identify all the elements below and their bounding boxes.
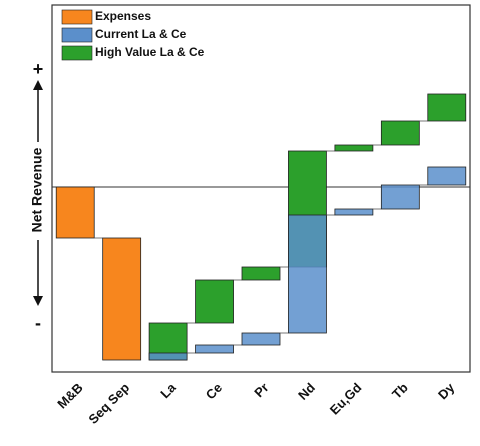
x-tick-label: Tb [389, 380, 411, 402]
x-tick-label: Ce [203, 380, 225, 402]
bar [55, 186, 95, 239]
bar [427, 93, 467, 122]
bar [148, 352, 188, 361]
bar [334, 144, 374, 152]
bar [102, 237, 142, 361]
bar [241, 332, 281, 346]
x-tick-label: Pr [251, 380, 271, 400]
arrow-head [33, 80, 43, 90]
bar [241, 266, 281, 281]
bar [288, 214, 327, 334]
legend-label: Expenses [95, 9, 151, 23]
y-axis-decoration [33, 80, 43, 306]
x-tick-label: La [157, 379, 179, 401]
legend-label: High Value La & Ce [95, 45, 205, 59]
legend-label: Current La & Ce [95, 27, 187, 41]
x-tick-label: M&B [54, 380, 86, 412]
bar [195, 279, 234, 324]
x-tick-label: Dy [435, 379, 458, 402]
y-axis-label: Net Revenue [29, 147, 45, 232]
arrow-head [33, 296, 43, 306]
x-tick-label: Eu,Gd [327, 380, 365, 418]
bar [380, 184, 420, 210]
bar [334, 208, 374, 216]
x-tick-label: Seq Sep [85, 380, 132, 427]
bar [380, 120, 420, 146]
legend-swatch [61, 45, 93, 61]
y-bottom-label: - [35, 313, 41, 333]
legend-swatch [61, 27, 93, 43]
x-tick-label: Nd [295, 380, 318, 403]
bar [195, 344, 234, 354]
legend-swatch [61, 9, 93, 25]
bar [427, 166, 467, 186]
y-top-label: + [33, 59, 44, 79]
